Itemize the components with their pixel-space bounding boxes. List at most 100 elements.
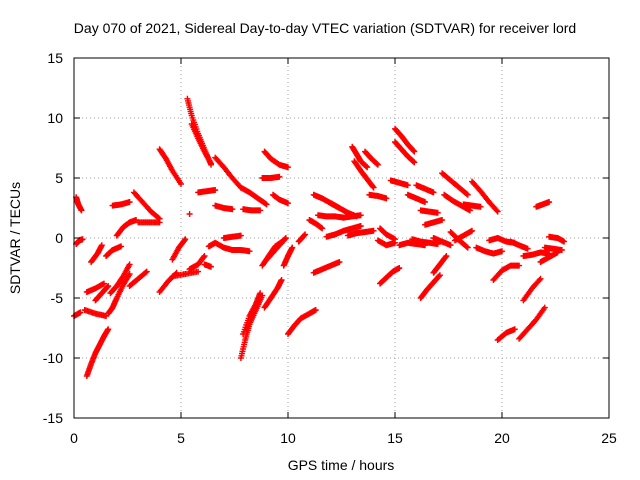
data-point: [142, 269, 149, 276]
data-series: [417, 272, 443, 301]
data-series: [113, 217, 140, 239]
data-series: [430, 235, 454, 249]
x-tick-label: 20: [494, 430, 510, 446]
data-point: [466, 207, 473, 214]
x-tick-labels: 0 5 10 15 20 25: [70, 430, 617, 446]
data-point: [493, 207, 500, 214]
data-point: [516, 262, 523, 269]
data-point: [369, 183, 376, 190]
data-point: [439, 217, 446, 223]
data-series: [315, 212, 347, 221]
data-point: [411, 159, 418, 166]
data-point: [511, 326, 518, 333]
data-series: [520, 275, 544, 304]
data-series: [533, 199, 553, 210]
data-point: [430, 189, 437, 196]
data-series: [71, 309, 84, 319]
data-point: [126, 261, 133, 268]
data-point: [285, 200, 291, 207]
data-point: [374, 161, 381, 168]
y-tick-label: 0: [55, 230, 63, 246]
data-point: [336, 259, 343, 265]
data-point: [182, 236, 189, 243]
data-point: [276, 173, 283, 180]
data-point: [436, 272, 443, 279]
data-series: [240, 206, 264, 214]
data-series: [422, 217, 446, 228]
y-tick-label: 15: [47, 50, 63, 66]
data-series: [473, 244, 505, 257]
data-point: [257, 290, 264, 297]
data-series: [261, 148, 291, 171]
data-series: [340, 212, 364, 221]
data-point: [443, 253, 450, 259]
data-series: [263, 235, 289, 263]
data-series: [295, 231, 309, 245]
data-series: [507, 238, 531, 252]
data-point: [289, 244, 296, 251]
data-series: [362, 148, 381, 168]
data-series: [285, 307, 319, 337]
data-series: [377, 265, 403, 287]
data-point: [285, 164, 291, 171]
data-point: [404, 182, 411, 189]
data-series: [490, 262, 523, 283]
data-series: [126, 268, 150, 289]
y-tick-label: 10: [47, 110, 63, 126]
data-point: [101, 280, 107, 287]
data-point: [257, 207, 264, 214]
data-series: [169, 236, 189, 263]
data-point: [98, 242, 105, 249]
data-series: [344, 227, 377, 239]
data-series: [387, 177, 411, 189]
data-point: [364, 164, 371, 171]
data-point: [229, 206, 236, 213]
data-point: [195, 268, 202, 275]
data-point: [282, 235, 289, 241]
data-point: [156, 219, 163, 226]
data-series: [417, 207, 441, 216]
data-point: [201, 253, 208, 259]
data-point: [278, 277, 285, 283]
x-tick-label: 15: [387, 430, 403, 446]
data-series: [404, 191, 428, 205]
data-series: [261, 277, 285, 311]
data-point: [181, 237, 188, 244]
data-series: [430, 253, 450, 276]
y-tick-label: -10: [43, 350, 63, 366]
data-series: [130, 189, 163, 222]
data-point: [411, 148, 418, 155]
data-series: [409, 236, 441, 247]
data-series: [237, 184, 270, 208]
data-point: [105, 283, 112, 289]
data-series: [229, 247, 253, 255]
data-series: [259, 173, 283, 181]
data-series: [374, 237, 398, 249]
data-series: [135, 219, 163, 226]
data-series: [92, 283, 112, 304]
data-point: [524, 245, 531, 252]
data-series: [186, 211, 193, 217]
data-series: [306, 217, 326, 232]
y-tick-label: -15: [43, 410, 63, 426]
data-series: [546, 233, 568, 245]
data-point: [105, 326, 112, 333]
data-series: [73, 194, 85, 214]
data-point: [422, 199, 428, 205]
data-point: [212, 187, 219, 193]
data-point: [143, 268, 150, 275]
x-tick-label: 0: [70, 430, 78, 446]
x-axis-label: GPS time / hours: [288, 457, 395, 473]
data-series: [494, 326, 518, 343]
data-series: [220, 232, 244, 241]
y-tick-label: 5: [55, 170, 63, 186]
data-series: [212, 154, 244, 191]
data-series: [460, 201, 484, 210]
data-series: [413, 182, 437, 196]
data-series: [310, 259, 343, 276]
data-point: [79, 236, 86, 243]
data-point: [463, 190, 470, 197]
data-point: [200, 254, 207, 261]
data-point: [357, 223, 364, 229]
